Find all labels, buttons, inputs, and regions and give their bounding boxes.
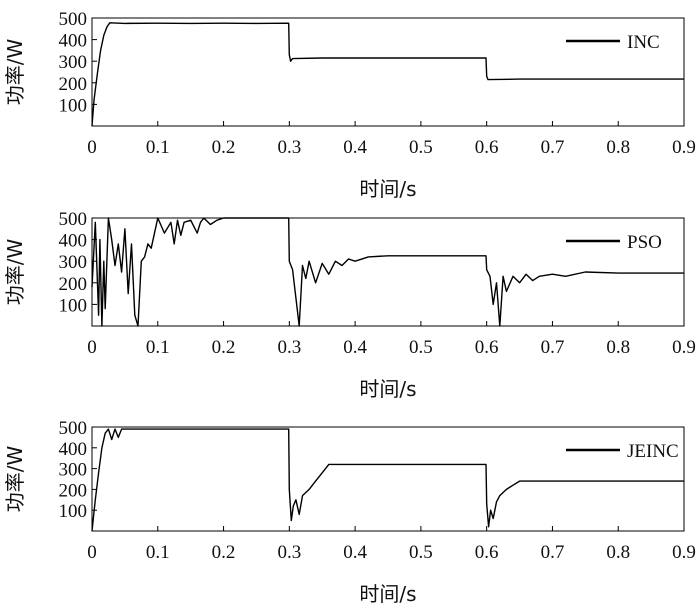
y-axis-label: 功率/W	[3, 239, 27, 306]
plot-frame	[91, 217, 685, 327]
y-axis-label: 功率/W	[3, 446, 27, 513]
x-tick-label: 0.4	[343, 542, 367, 563]
x-tick-label: 0.2	[212, 337, 236, 358]
x-tick-label: 0.1	[146, 137, 170, 158]
legend-label: INC	[627, 32, 660, 53]
x-tick-label: 0.1	[146, 542, 170, 563]
y-tick-label: 200	[59, 274, 88, 295]
x-tick-label: 0.3	[277, 542, 301, 563]
plot-frame	[91, 426, 685, 532]
y-tick-label: 300	[59, 252, 88, 273]
chart-panel-2: 0 0.1 0.2 0.3 0.4 0.5 0.6 0.7 0.8 0.9 100200300400…	[3, 209, 696, 401]
y-tick-label: 400	[59, 439, 88, 460]
x-tick-label: 0.9	[672, 542, 696, 563]
series-line-inc	[91, 22, 684, 127]
y-tick-label: 100	[59, 295, 88, 316]
x-tick-label: 0	[87, 542, 97, 563]
y-tick-label: 300	[59, 52, 88, 73]
legend-label: PSO	[627, 232, 662, 253]
y-tick-label: 500	[59, 209, 88, 230]
x-tick-label: 0.7	[541, 542, 565, 563]
x-tick-label: 0.1	[146, 337, 170, 358]
series-line-jeinc	[91, 428, 684, 532]
x-tick-label: 0.8	[606, 337, 630, 358]
x-tick-label: 0.2	[212, 542, 236, 563]
x-tick-label: 0.6	[475, 137, 499, 158]
y-axis-label: 功率/W	[3, 39, 27, 106]
x-tick-label: 0.6	[475, 337, 499, 358]
x-tick-label: 0.7	[541, 137, 565, 158]
plot-frame	[91, 17, 685, 127]
x-axis-label: 时间/s	[359, 582, 416, 606]
x-axis-label: 时间/s	[359, 177, 416, 201]
x-tick-label: 0.3	[277, 337, 301, 358]
y-tick-label: 200	[59, 74, 88, 95]
legend-label: JEINC	[627, 441, 679, 462]
x-tick-label: 0.8	[606, 137, 630, 158]
x-tick-label: 0.5	[409, 337, 433, 358]
chart-panel-3: 0 0.1 0.2 0.3 0.4 0.5 0.6 0.7 0.8 0.9 100200300400…	[3, 418, 696, 606]
y-tick-label: 400	[59, 31, 88, 52]
x-tick-label: 0.5	[409, 542, 433, 563]
x-tick-label: 0.9	[672, 137, 696, 158]
x-tick-label: 0.3	[277, 137, 301, 158]
chart-panel-1: 0 0.1 0.2 0.3 0.4 0.5 0.6 0.7 0.8 0.9 100200300400…	[3, 9, 696, 201]
x-tick-label: 0	[87, 137, 97, 158]
x-tick-label: 0.6	[475, 542, 499, 563]
y-tick-label: 400	[59, 231, 88, 252]
y-tick-label: 100	[59, 501, 88, 522]
y-tick-label: 500	[59, 418, 88, 439]
series-line-pso	[91, 217, 684, 327]
x-axis-label: 时间/s	[359, 377, 416, 401]
y-tick-label: 200	[59, 480, 88, 501]
x-tick-label: 0.5	[409, 137, 433, 158]
x-tick-label: 0.2	[212, 137, 236, 158]
y-tick-label: 300	[59, 460, 88, 481]
x-tick-label: 0.7	[541, 337, 565, 358]
x-tick-label: 0.4	[343, 137, 367, 158]
y-tick-label: 100	[59, 95, 88, 116]
y-tick-label: 500	[59, 9, 88, 30]
x-tick-label: 0.9	[672, 337, 696, 358]
x-tick-label: 0.4	[343, 337, 367, 358]
x-tick-label: 0	[87, 337, 97, 358]
x-tick-label: 0.8	[606, 542, 630, 563]
